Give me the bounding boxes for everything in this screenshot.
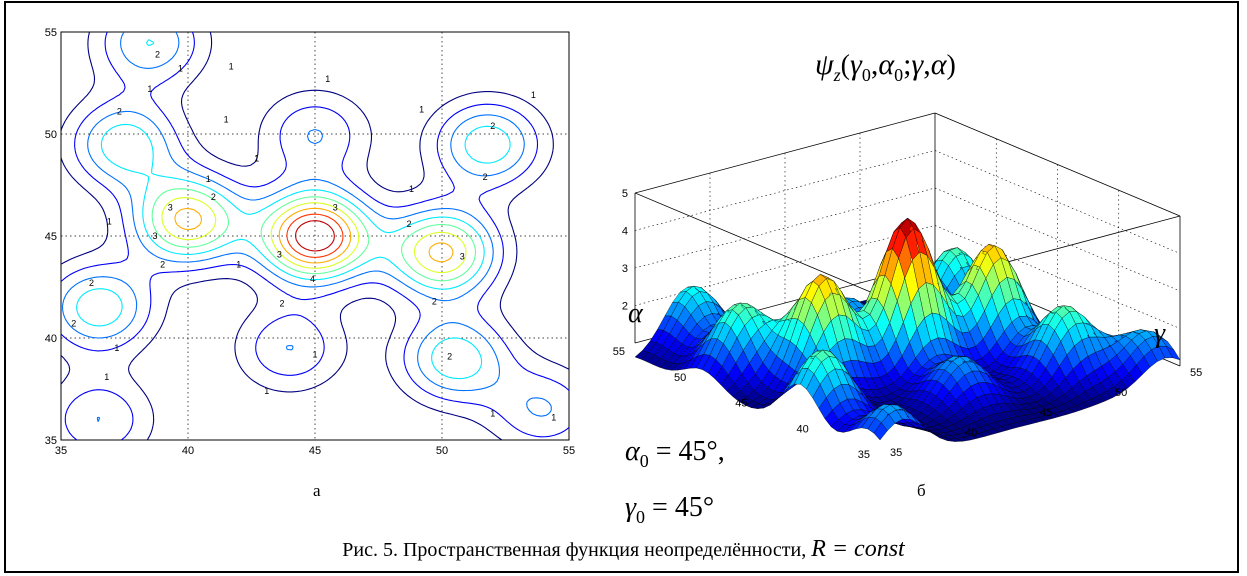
contour-level-label: 1	[147, 84, 152, 94]
contour-level-label: 2	[89, 278, 94, 288]
gamma-tick-label: 55	[1190, 367, 1202, 379]
y-tick-label: 50	[45, 129, 57, 141]
contour-line	[61, 32, 569, 440]
contour-level-label: 2	[117, 107, 122, 117]
gamma-tick-label: 50	[1115, 387, 1127, 399]
y-tick-label: 35	[45, 435, 57, 447]
contour-line	[286, 213, 344, 258]
x-tick-label: 50	[436, 445, 448, 457]
caption-text: Рис. 5. Пространственная функция неопред…	[342, 539, 807, 561]
contour-level-label: 3	[168, 202, 173, 212]
contour-line	[161, 197, 467, 274]
alpha0-formula: α0 = 45°,	[625, 436, 725, 471]
contour-line	[151, 188, 477, 282]
x-tick-label: 35	[55, 445, 67, 457]
contour-line	[174, 207, 454, 264]
panel-label-b: б	[917, 481, 926, 500]
contour-level-label: 2	[432, 296, 437, 306]
surface-grid-line	[934, 225, 1181, 329]
contour-level-label: 2	[483, 172, 488, 182]
contour-level-label: 1	[224, 115, 229, 125]
contour-level-label: 3	[277, 249, 282, 259]
gamma-axis-label: γ	[1154, 318, 1166, 349]
contour-axis-ticks: 35 40 45 50 55 35 40 45 50 55	[45, 27, 575, 457]
contour-level-label: 1	[531, 90, 536, 100]
surface-grid-line	[934, 150, 1181, 254]
contour-lines	[61, 32, 569, 440]
caption-formula: R = const	[811, 536, 905, 562]
z-tick-label: 5	[622, 188, 628, 200]
x-tick-label: 40	[182, 445, 194, 457]
surface-facet	[1165, 346, 1181, 361]
contour-level-label: 1	[264, 386, 269, 396]
contour-line	[61, 32, 569, 440]
surface-mesh	[634, 217, 1181, 442]
z-tick-label: 4	[622, 226, 628, 238]
z-tick-label: 2	[622, 301, 628, 313]
contour-level-label: 1	[229, 62, 234, 72]
contour-level-label: 3	[460, 251, 465, 261]
contour-level-label: 3	[152, 231, 157, 241]
contour-level-label: 1	[419, 105, 424, 115]
contour-level-label: 2	[155, 49, 160, 59]
gamma0-formula: γ0 = 45°	[625, 492, 714, 527]
contour-line	[294, 220, 335, 252]
surface-box-edge	[634, 192, 881, 297]
z-tick-label: 3	[622, 263, 628, 275]
alpha-tick-label: 35	[858, 449, 870, 461]
contour-line	[76, 39, 511, 380]
x-tick-label: 45	[309, 445, 321, 457]
gamma-tick-label: 40	[965, 427, 977, 439]
contour-level-label: 2	[71, 319, 76, 329]
contour-level-label: 2	[490, 121, 495, 131]
surface-grid-line	[934, 187, 1181, 292]
contour-level-label: 1	[551, 413, 556, 423]
contour-level-label: 4	[310, 274, 315, 284]
gamma-tick-label: 35	[890, 447, 902, 459]
figure-frame	[4, 1, 1239, 573]
contour-level-label: 1	[114, 343, 119, 353]
contour-line	[61, 32, 552, 423]
contour-level-label: 1	[107, 217, 112, 227]
contour-level-label: 2	[406, 219, 411, 229]
contour-level-label: 1	[254, 153, 259, 163]
surface-title: ψz(γ0,α0;γ,α)	[815, 48, 956, 85]
figure-caption: Рис. 5. Пространственная функция неопред…	[0, 536, 1247, 563]
alpha-tick-label: 55	[613, 346, 625, 358]
contour-level-label: 1	[236, 260, 241, 270]
alpha-tick-label: 50	[674, 372, 686, 384]
contour-level-label: 1	[490, 408, 495, 418]
contour-level-label: 3	[333, 202, 338, 212]
y-tick-label: 45	[45, 231, 57, 243]
contour-level-label: 1	[312, 349, 317, 359]
contour-level-label: 2	[279, 298, 284, 308]
contour-level-label: 2	[447, 351, 452, 361]
alpha-tick-label: 40	[797, 423, 809, 435]
x-tick-label: 55	[563, 445, 575, 457]
contour-level-label: 1	[178, 64, 183, 74]
contour-level-label: 2	[160, 260, 165, 270]
gamma-tick-label: 45	[1040, 407, 1052, 419]
contour-level-label: 2	[211, 192, 216, 202]
y-tick-label: 55	[45, 27, 57, 39]
alpha-axis-label: α	[628, 298, 644, 329]
contour-level-label: 1	[325, 74, 330, 84]
alpha-tick-label: 45	[735, 398, 747, 410]
y-tick-label: 40	[45, 333, 57, 345]
contour-level-label: 1	[104, 372, 109, 382]
panel-label-a: а	[313, 481, 321, 500]
contour-level-label: 1	[206, 174, 211, 184]
contour-level-label: 1	[409, 184, 414, 194]
